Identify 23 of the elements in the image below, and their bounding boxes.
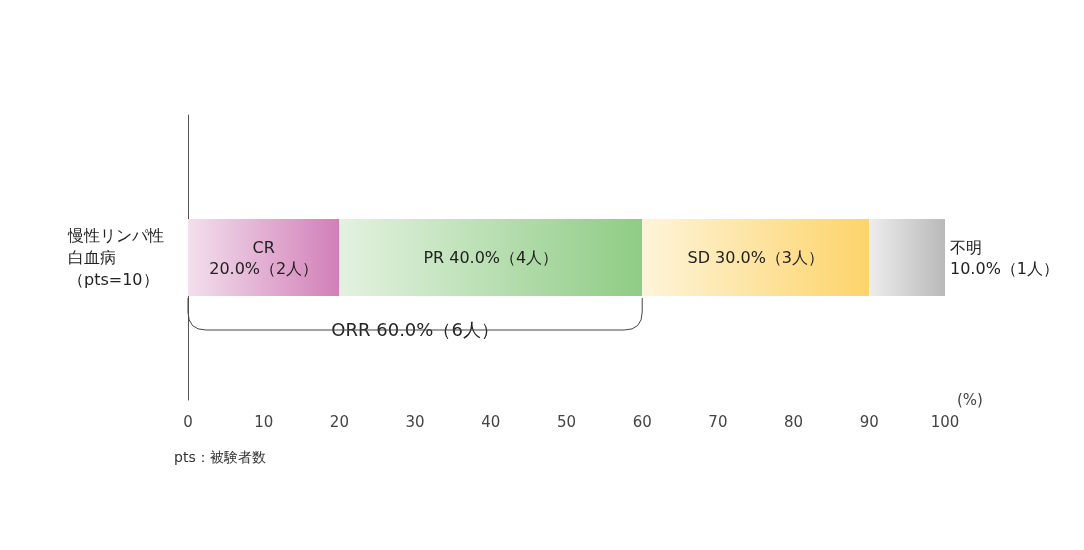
data-label: SD 30.0%（3人） xyxy=(687,248,825,267)
x-tick-label: 30 xyxy=(405,412,425,431)
x-tick-label: 10 xyxy=(254,412,274,431)
x-axis-title: (%) xyxy=(957,391,983,409)
text: pts：被験者数 xyxy=(174,449,266,465)
x-tick-label: 100 xyxy=(930,412,960,431)
x-tick-label: 20 xyxy=(329,412,349,431)
x-tick-label: 40 xyxy=(481,412,501,431)
x-tick-label: 0 xyxy=(183,412,193,431)
bar xyxy=(642,219,870,296)
data-label: 不明 10.0%（1人） xyxy=(950,237,1060,278)
x-tick-label: 80 xyxy=(784,412,804,431)
text: ORR 60.0%（6人） xyxy=(331,319,499,340)
data-label: PR 40.0%（4人） xyxy=(423,248,559,267)
bar xyxy=(188,219,340,296)
x-tick-label: 60 xyxy=(632,412,652,431)
x-tick-label: 50 xyxy=(556,412,577,431)
data-label: CR 20.0%（2人） xyxy=(209,237,319,278)
y-tick-label: 慢性リンパ性白血病（pts=10） xyxy=(67,226,164,289)
bar xyxy=(339,219,643,296)
bar xyxy=(869,219,945,296)
x-tick-label: 90 xyxy=(859,412,879,431)
x-tick-label: 70 xyxy=(708,412,728,431)
